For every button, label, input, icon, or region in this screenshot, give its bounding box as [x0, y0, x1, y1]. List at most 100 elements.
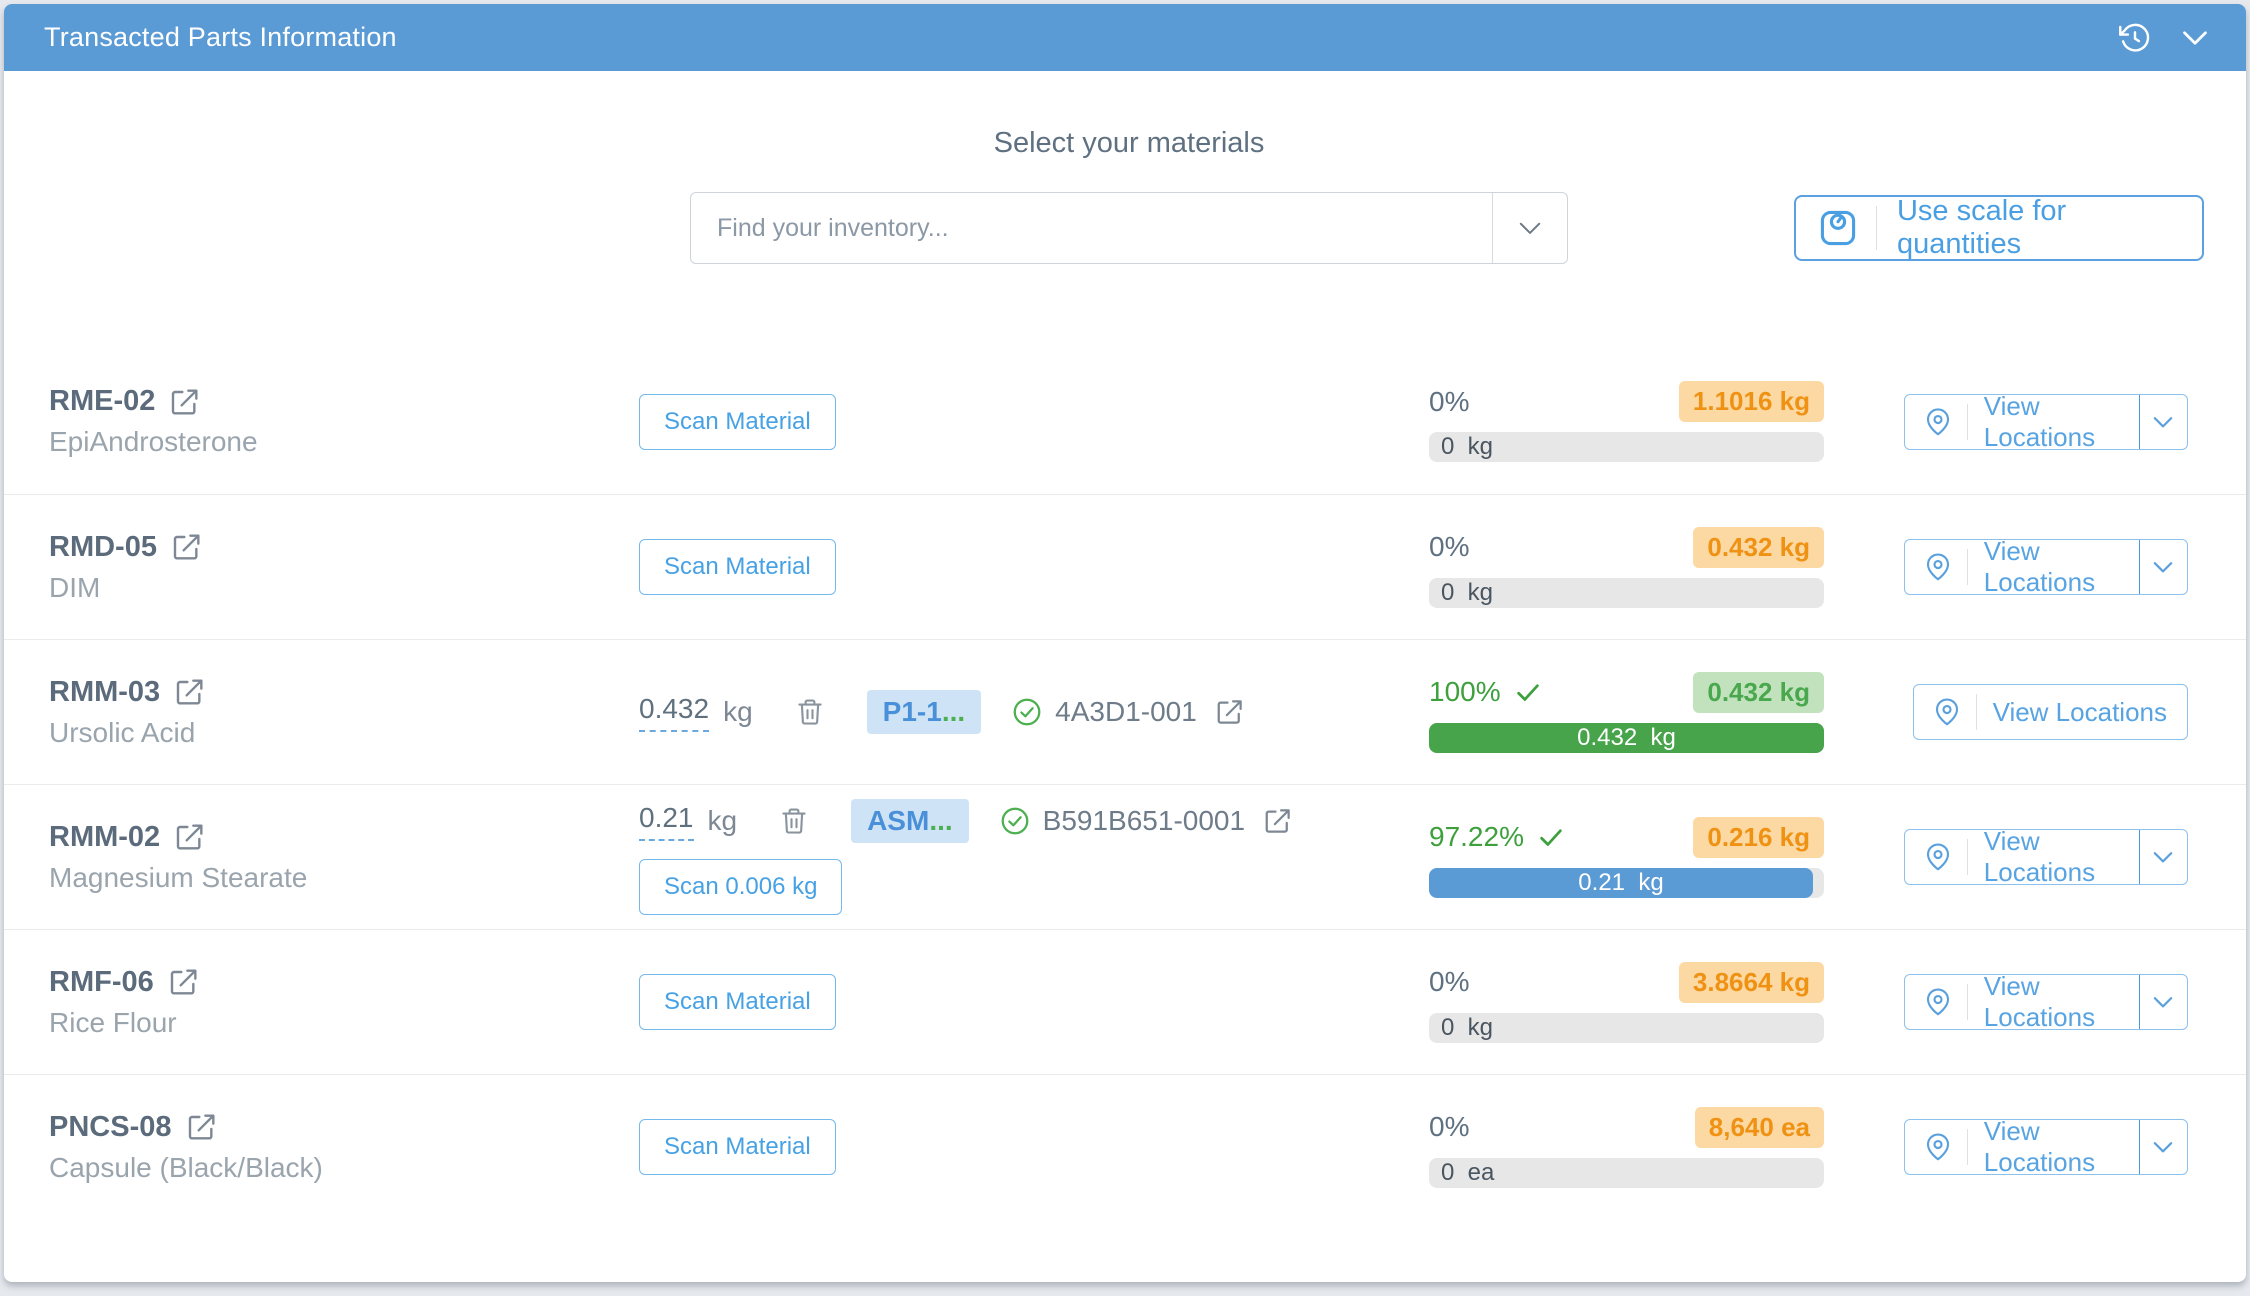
middle-cell: Scan Material	[639, 539, 1429, 595]
lot-code: 4A3D1-001	[1055, 696, 1197, 727]
lot-badge[interactable]: ASM...	[851, 799, 969, 843]
progress-bar: 0.432 kg	[1429, 722, 1824, 753]
middle-cell: Scan Material	[639, 393, 1429, 450]
middle-cell: 0.432 kg P1-1... 4A3D1-001	[639, 690, 1429, 734]
button-divider	[1967, 549, 1968, 585]
lot-badge[interactable]: P1-1...	[866, 690, 982, 734]
material-row: RMF-06 Rice Flour Scan Material 0% 3.866…	[4, 929, 2246, 1074]
progress-bar: 0.21 kg	[1429, 867, 1824, 898]
part-cell: RMM-02 Magnesium Stearate	[49, 821, 639, 894]
button-divider	[1975, 694, 1977, 730]
required-quantity-badge: 1.1016 kg	[1678, 381, 1824, 422]
locations-dropdown-chevron-icon[interactable]	[2138, 975, 2187, 1029]
middle-cell: Scan Material	[639, 1119, 1429, 1175]
required-quantity-badge: 0.216 kg	[1693, 816, 1824, 858]
progress-bar-label: 0.432 kg	[1577, 723, 1676, 751]
scale-icon	[1816, 206, 1860, 250]
progress-bar-label: 0 ea	[1441, 1158, 1495, 1186]
button-divider	[1967, 839, 1968, 875]
view-locations-label: View Locations	[1983, 536, 2096, 597]
scan-material-button[interactable]: Scan Material	[639, 974, 836, 1030]
view-locations-button[interactable]: View Locations	[1904, 536, 2188, 597]
view-locations-button[interactable]: View Locations	[1904, 1116, 2188, 1177]
locations-cell: View Locations	[1904, 684, 2188, 740]
progress-bar-label: 0 kg	[1441, 578, 1494, 606]
part-code: RME-02	[49, 385, 156, 417]
material-row: RME-02 EpiAndrosterone Scan Material 0% …	[4, 349, 2246, 494]
part-name: EpiAndrosterone	[49, 426, 258, 457]
scan-material-button[interactable]: Scan Material	[639, 539, 836, 595]
lot-code: B591B651-0001	[1042, 805, 1246, 836]
locations-cell: View Locations	[1904, 826, 2188, 887]
search-input[interactable]	[691, 193, 1492, 263]
map-pin-icon	[1923, 407, 1953, 437]
view-locations-label: View Locations	[1983, 1116, 2096, 1177]
map-pin-icon	[1923, 842, 1953, 872]
progress-bar-label: 0 kg	[1441, 433, 1494, 460]
trash-icon[interactable]	[779, 806, 809, 836]
material-row: RMM-03 Ursolic Acid 0.432 kg P1-1... 4A3…	[4, 639, 2246, 784]
view-locations-button[interactable]: View Locations	[1904, 826, 2188, 887]
locations-dropdown-chevron-icon[interactable]	[2138, 1120, 2187, 1174]
required-quantity-badge: 8,640 ea	[1694, 1106, 1824, 1148]
view-locations-label: View Locations	[1992, 696, 2167, 727]
locations-dropdown-chevron-icon[interactable]	[2138, 394, 2187, 449]
external-link-icon[interactable]	[171, 531, 203, 563]
progress-bar: 0 kg	[1429, 577, 1824, 608]
button-divider	[1967, 1129, 1968, 1165]
part-code: RMD-05	[49, 530, 157, 563]
use-scale-button[interactable]: Use scale for quantities	[1794, 195, 2204, 261]
progress-cell: 0% 1.1016 kg 0 kg	[1429, 381, 1824, 462]
locations-cell: View Locations	[1904, 536, 2188, 597]
middle-cell: Scan Material	[639, 974, 1429, 1030]
view-locations-button[interactable]: View Locations	[1904, 971, 2188, 1032]
use-scale-label: Use scale for quantities	[1896, 195, 2067, 260]
scan-material-button[interactable]: Scan 0.006 kg	[639, 859, 843, 915]
external-link-icon[interactable]	[186, 1111, 218, 1143]
part-name: Magnesium Stearate	[49, 861, 308, 893]
scan-material-button[interactable]: Scan Material	[639, 393, 836, 450]
external-link-icon[interactable]	[168, 966, 200, 998]
external-link-icon[interactable]	[169, 386, 201, 418]
scan-material-button[interactable]: Scan Material	[639, 1119, 836, 1175]
progress-cell: 100% 0.432 kg 0.432 kg	[1429, 671, 1824, 753]
map-pin-icon	[1923, 552, 1953, 582]
progress-bar-label: 0 kg	[1441, 1013, 1494, 1041]
material-row: RMM-02 Magnesium Stearate 0.21 kg ASM...…	[4, 784, 2246, 929]
part-cell: RMD-05 DIM	[49, 531, 639, 604]
progress-cell: 0% 3.8664 kg 0 kg	[1429, 961, 1824, 1043]
map-pin-icon	[1923, 1132, 1953, 1162]
required-quantity-badge: 0.432 kg	[1693, 526, 1824, 568]
trash-icon[interactable]	[795, 697, 825, 727]
progress-bar: 0 ea	[1429, 1157, 1824, 1188]
view-locations-label: View Locations	[1983, 826, 2096, 887]
locations-dropdown-chevron-icon[interactable]	[2138, 830, 2187, 884]
search-dropdown-chevron-icon[interactable]	[1492, 193, 1567, 263]
lot-line: 0.21 kg ASM... B591B651-0001	[639, 799, 1293, 843]
external-link-icon[interactable]	[174, 676, 206, 708]
external-link-icon[interactable]	[174, 821, 206, 853]
middle-cell: 0.21 kg ASM... B591B651-0001 Scan 0.006 …	[639, 799, 1429, 915]
materials-list: RME-02 EpiAndrosterone Scan Material 0% …	[4, 349, 2246, 1219]
material-row: RMD-05 DIM Scan Material 0% 0.432 kg 0	[4, 494, 2246, 639]
panel-title: Transacted Parts Information	[44, 22, 397, 52]
quantity-field[interactable]: 0.21	[639, 802, 694, 841]
external-link-icon[interactable]	[1263, 806, 1293, 836]
view-locations-button[interactable]: View Locations	[1912, 684, 2188, 740]
progress-bar-fill	[1429, 722, 1824, 753]
locations-dropdown-chevron-icon[interactable]	[2138, 540, 2187, 594]
view-locations-button[interactable]: View Locations	[1904, 391, 2188, 452]
part-name: Rice Flour	[49, 1006, 177, 1038]
part-code: RMF-06	[49, 965, 154, 998]
check-circle-icon	[1011, 696, 1043, 728]
quantity-field[interactable]: 0.432	[639, 693, 710, 732]
progress-percent: 97.22%	[1429, 821, 1566, 853]
history-icon[interactable]	[2114, 17, 2156, 59]
progress-percent: 0%	[1429, 531, 1470, 562]
progress-percent: 0%	[1429, 1111, 1470, 1142]
collapse-chevron-icon[interactable]	[2174, 17, 2216, 59]
check-icon	[1536, 822, 1566, 852]
external-link-icon[interactable]	[1215, 697, 1245, 727]
lot-line: 0.432 kg P1-1... 4A3D1-001	[639, 690, 1245, 734]
locations-cell: View Locations	[1904, 391, 2188, 452]
